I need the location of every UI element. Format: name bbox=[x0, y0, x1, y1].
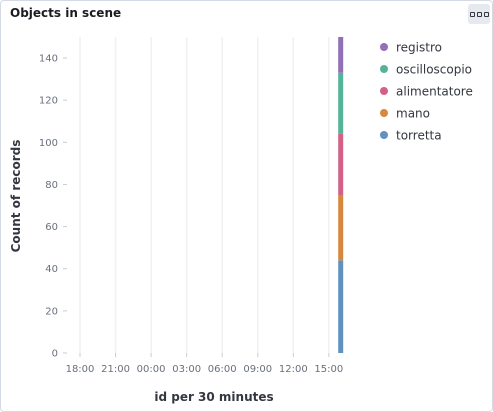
legend-item-registro[interactable]: registro bbox=[396, 41, 442, 55]
bar-segment-registro[interactable] bbox=[338, 37, 344, 73]
x-tick-label: 06:00 bbox=[208, 364, 237, 375]
bar-segment-torretta[interactable] bbox=[338, 260, 344, 353]
x-tick-label: 09:00 bbox=[243, 364, 272, 375]
bar-segment-oscilloscopio[interactable] bbox=[338, 72, 344, 134]
y-tick-label: 80 bbox=[45, 180, 58, 191]
y-tick-label: 0 bbox=[52, 349, 58, 360]
legend-swatch-alimentatore bbox=[380, 87, 388, 95]
y-axis-title: Count of records bbox=[9, 140, 23, 253]
bar-segment-mano[interactable] bbox=[338, 195, 344, 261]
legend-swatch-torretta bbox=[380, 131, 388, 139]
legend-item-torretta[interactable]: torretta bbox=[396, 129, 442, 143]
legend-item-oscilloscopio[interactable]: oscilloscopio bbox=[396, 63, 472, 77]
legend-swatch-mano bbox=[380, 109, 388, 117]
x-tick-label: 12:00 bbox=[279, 364, 308, 375]
y-tick-label: 60 bbox=[45, 222, 58, 233]
y-tick-label: 100 bbox=[39, 138, 58, 149]
x-tick-label: 18:00 bbox=[66, 364, 95, 375]
bar-segment-alimentatore[interactable] bbox=[338, 133, 344, 195]
legend-item-alimentatore[interactable]: alimentatore bbox=[396, 85, 473, 99]
x-tick-label: 15:00 bbox=[314, 364, 343, 375]
x-tick-label: 21:00 bbox=[101, 364, 130, 375]
x-axis-title: id per 30 minutes bbox=[154, 390, 273, 404]
legend-swatch-oscilloscopio bbox=[380, 65, 388, 73]
y-tick-label: 140 bbox=[39, 54, 58, 65]
legend-item-mano[interactable]: mano bbox=[396, 107, 430, 121]
options-dots-icon[interactable] bbox=[468, 4, 490, 24]
y-tick-label: 40 bbox=[45, 264, 58, 275]
x-tick-label: 03:00 bbox=[172, 364, 201, 375]
panel-title: Objects in scene bbox=[10, 6, 122, 20]
y-tick-label: 20 bbox=[45, 306, 58, 317]
legend-swatch-registro bbox=[380, 43, 388, 51]
x-tick-label: 00:00 bbox=[137, 364, 166, 375]
y-tick-label: 120 bbox=[39, 96, 58, 107]
